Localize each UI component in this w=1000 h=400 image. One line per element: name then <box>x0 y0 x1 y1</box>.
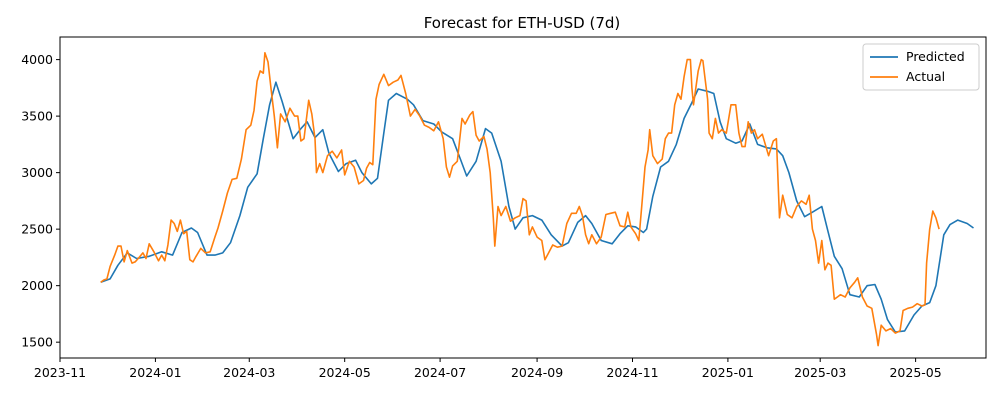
chart-title: Forecast for ETH-USD (7d) <box>424 14 621 32</box>
x-tick-label: 2025-05 <box>889 365 941 380</box>
x-tick-label: 2025-03 <box>794 365 846 380</box>
series-line-predicted <box>100 81 974 333</box>
y-tick-label: 2500 <box>21 222 53 237</box>
x-tick-label: 2024-09 <box>511 365 563 380</box>
x-tick-label: 2024-05 <box>319 365 371 380</box>
legend-box <box>862 43 980 91</box>
plot-frame <box>59 36 987 359</box>
x-tick-label: 2023-11 <box>34 365 86 380</box>
x-tick-label: 2024-03 <box>223 365 275 380</box>
y-axis: 1500 2000 2500 3000 3500 4000 <box>21 52 60 350</box>
legend: Predicted Actual <box>862 43 980 91</box>
series-line-actual <box>100 52 940 347</box>
x-tick-label: 2024-07 <box>414 365 466 380</box>
series-layer <box>100 52 974 347</box>
y-tick-label: 1500 <box>21 335 53 350</box>
y-tick-label: 4000 <box>21 52 53 67</box>
y-tick-label: 3000 <box>21 165 53 180</box>
legend-label-actual: Actual <box>906 69 945 84</box>
y-tick-label: 2000 <box>21 278 53 293</box>
x-axis: 2023-11 2024-01 2024-03 2024-05 2024-07 2024-… <box>34 358 942 380</box>
y-tick-label: 3500 <box>21 109 53 124</box>
x-tick-label: 2025-01 <box>702 365 754 380</box>
x-tick-label: 2024-11 <box>606 365 658 380</box>
x-tick-label: 2024-01 <box>129 365 181 380</box>
legend-label-predicted: Predicted <box>906 49 965 64</box>
